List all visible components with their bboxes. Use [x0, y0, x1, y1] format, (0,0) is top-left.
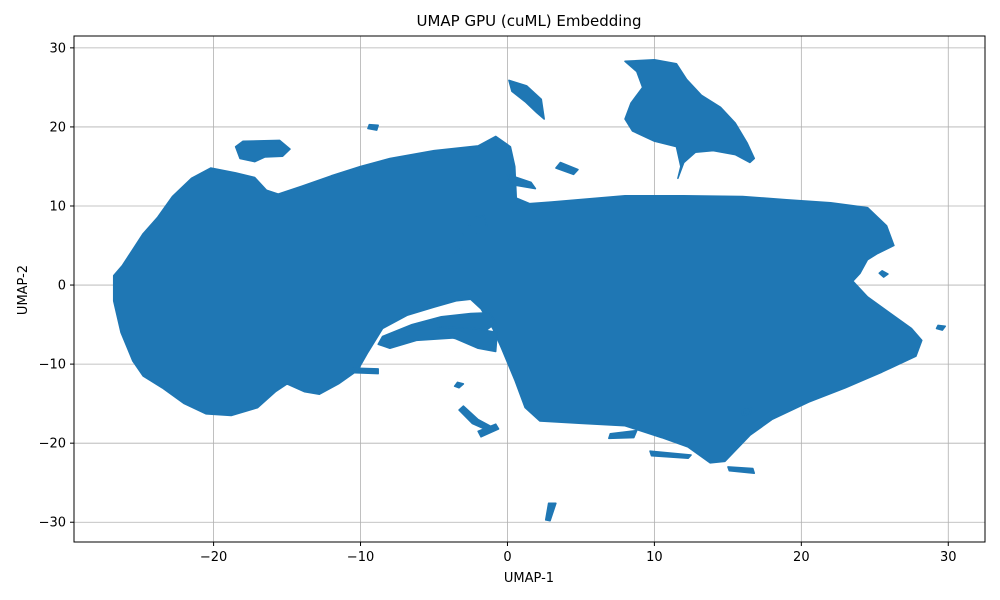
scatter-region-cluster-small-b	[506, 173, 537, 190]
scatter-region-cluster-band-middle	[377, 311, 497, 350]
scatter-region-cluster-small-i	[727, 466, 756, 474]
x-tick-label: 0	[503, 550, 511, 565]
scatter-region-cluster-small-j	[544, 502, 557, 522]
x-axis: −20 −10 0 10 20 30	[200, 542, 957, 565]
scatter-region-main-body	[112, 135, 923, 464]
y-tick-label: 0	[58, 279, 66, 294]
scatter-region-cluster-small-a	[367, 123, 379, 131]
y-tick-label: −10	[39, 358, 66, 373]
x-tick-label: −20	[200, 550, 227, 565]
scatter-region-cluster-small-n	[352, 367, 379, 375]
scatter-region-cluster-small-h	[649, 450, 692, 459]
y-axis-label: UMAP-2	[16, 265, 31, 315]
x-axis-label: UMAP-1	[504, 571, 554, 586]
x-tick-label: 20	[793, 550, 810, 565]
scatter-region-cluster-small-l	[935, 324, 947, 331]
scatter-region-cluster-small-g	[608, 429, 638, 440]
x-tick-label: 10	[646, 550, 663, 565]
scatter-region-cluster-small-c	[555, 161, 579, 176]
y-tick-label: −20	[39, 437, 66, 452]
scatter-region-cluster-wedge-left	[452, 214, 488, 255]
scatter-region-cluster-top-right	[624, 58, 756, 180]
plot-frame	[73, 35, 986, 543]
chart-title: UMAP GPU (cuML) Embedding	[416, 12, 641, 30]
scatter-region-cluster-upper-left	[234, 139, 291, 163]
x-tick-label: −10	[347, 550, 374, 565]
scatter-region-cluster-arc-top	[508, 79, 545, 120]
scatter-region-cluster-band-lower	[437, 326, 498, 353]
x-tick-label: 30	[940, 550, 957, 565]
y-tick-label: 20	[49, 120, 66, 135]
y-tick-label: 10	[49, 199, 66, 214]
scatter-region-cluster-small-m	[741, 407, 753, 416]
scatter-points	[112, 58, 947, 522]
scatter-region-cluster-small-f	[477, 423, 500, 438]
y-axis: −30 −20 −10 0 10 20 30	[39, 41, 74, 531]
y-tick-label: −30	[39, 516, 66, 531]
scatter-region-cluster-small-k	[878, 270, 889, 278]
scatter-region-cluster-small-d	[453, 381, 465, 389]
y-tick-label: 30	[49, 41, 66, 56]
